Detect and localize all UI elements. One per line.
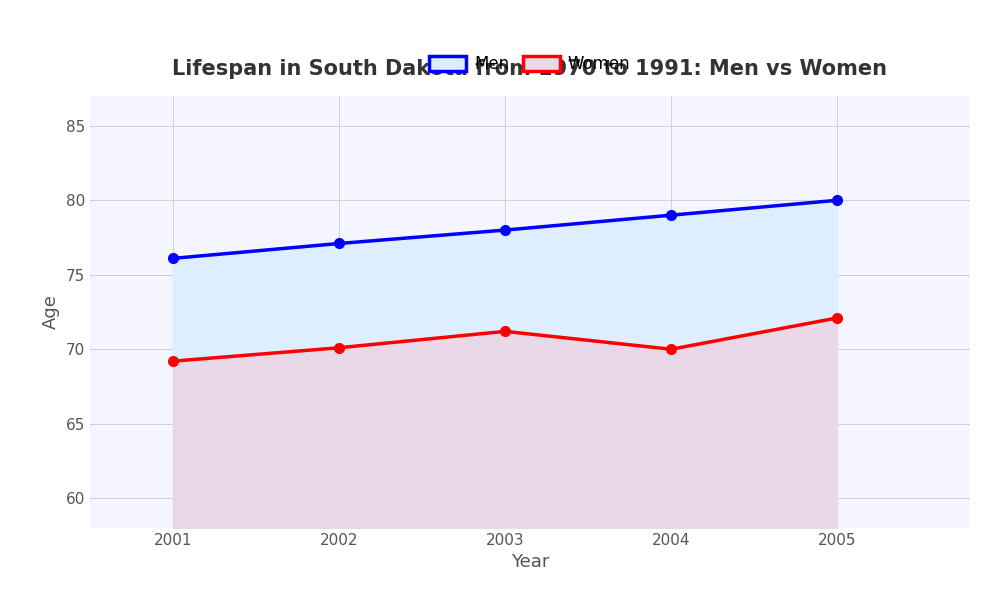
Y-axis label: Age: Age xyxy=(42,295,60,329)
X-axis label: Year: Year xyxy=(511,553,549,571)
Title: Lifespan in South Dakota from 1970 to 1991: Men vs Women: Lifespan in South Dakota from 1970 to 19… xyxy=(173,59,888,79)
Legend: Men, Women: Men, Women xyxy=(423,48,637,80)
